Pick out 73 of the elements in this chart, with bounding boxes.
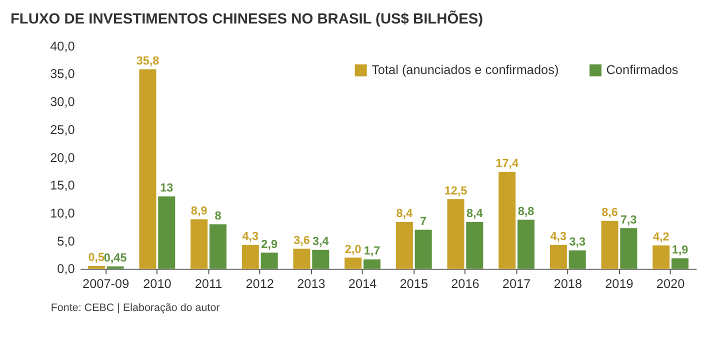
data-label: 8,8: [518, 204, 535, 218]
legend-label: Confirmados: [606, 62, 678, 78]
y-tick-label: 5,0: [57, 233, 75, 248]
data-label: 7: [420, 214, 427, 228]
y-tick-label: 30,0: [50, 94, 75, 110]
bar: [414, 230, 432, 269]
bar: [672, 258, 689, 269]
data-label: 13: [160, 181, 174, 194]
data-label: 0,45: [104, 251, 128, 264]
x-tick-label: 2017: [502, 276, 531, 291]
y-tick-label: 20,0: [50, 150, 75, 165]
y-tick-label: 25,0: [50, 122, 75, 137]
data-label: 1,7: [364, 244, 380, 258]
data-label: 0,5: [88, 251, 106, 264]
data-label: 17,4: [496, 156, 519, 170]
bar: [466, 222, 484, 269]
x-tick-label: 2015: [400, 276, 428, 291]
data-label: 8,4: [466, 207, 484, 220]
y-tick-label: 10,0: [50, 205, 75, 220]
x-tick-label: 2011: [194, 276, 222, 291]
x-tick-label: 2016: [451, 276, 480, 291]
data-label: 1,9: [672, 243, 689, 256]
bar: [139, 69, 156, 269]
data-label: 4,3: [242, 230, 260, 243]
x-tick-label: 2019: [605, 276, 634, 291]
bar: [498, 172, 516, 269]
x-tick-label: 2018: [554, 276, 582, 291]
bar: [260, 252, 278, 269]
data-label: 8,6: [602, 206, 618, 220]
y-tick-label: 15,0: [50, 178, 75, 193]
data-label: 8,4: [396, 207, 414, 220]
data-label: 2,9: [261, 238, 278, 251]
bar: [363, 259, 380, 269]
bar: [88, 266, 105, 269]
data-label: 7,3: [620, 213, 638, 226]
data-label: 3,3: [569, 236, 586, 249]
bar: [209, 224, 226, 269]
data-label: 35,8: [136, 54, 160, 68]
bar: [106, 266, 124, 269]
data-label: 2,0: [344, 242, 362, 256]
data-label: 3,6: [294, 234, 310, 247]
bar: [344, 258, 362, 269]
bar: [242, 244, 259, 269]
source-note: Fonte: CEBC | Elaboração do autor: [50, 302, 220, 314]
y-tick-label: 35,0: [50, 66, 75, 82]
data-label: 8: [214, 209, 222, 222]
x-tick-label: 2010: [143, 276, 172, 291]
data-label: 4,3: [550, 230, 568, 243]
data-label: 8,9: [190, 204, 208, 218]
bar: [620, 228, 638, 269]
chart-title: FLUXO DE INVESTIMENTOS CHINESES NO BRASIL (US$ BILHÕES): [10, 9, 484, 28]
x-tick-label: 2014: [348, 276, 377, 291]
bar: [312, 250, 330, 269]
bar: [396, 222, 413, 269]
bar: [517, 220, 535, 269]
bar: [568, 250, 586, 269]
bar: [158, 196, 176, 269]
data-label: 4,2: [652, 230, 670, 244]
x-tick-label: 2012: [246, 276, 274, 291]
bar: [550, 244, 567, 269]
bar: [190, 219, 208, 269]
data-label: 3,4: [312, 234, 330, 248]
x-tick-label: 2007-09: [82, 276, 130, 291]
y-tick-label: 0,0: [57, 261, 75, 276]
bar: [652, 245, 670, 269]
bar: [601, 220, 618, 269]
y-tick-label: 40,0: [50, 38, 75, 54]
x-tick-label: 2013: [297, 276, 326, 291]
bar: [293, 248, 310, 269]
bar: [447, 199, 464, 269]
legend-label: Total (anunciados e confirmados): [372, 62, 559, 78]
data-label: 12,5: [444, 184, 468, 198]
x-tick-label: 2020: [656, 276, 685, 291]
